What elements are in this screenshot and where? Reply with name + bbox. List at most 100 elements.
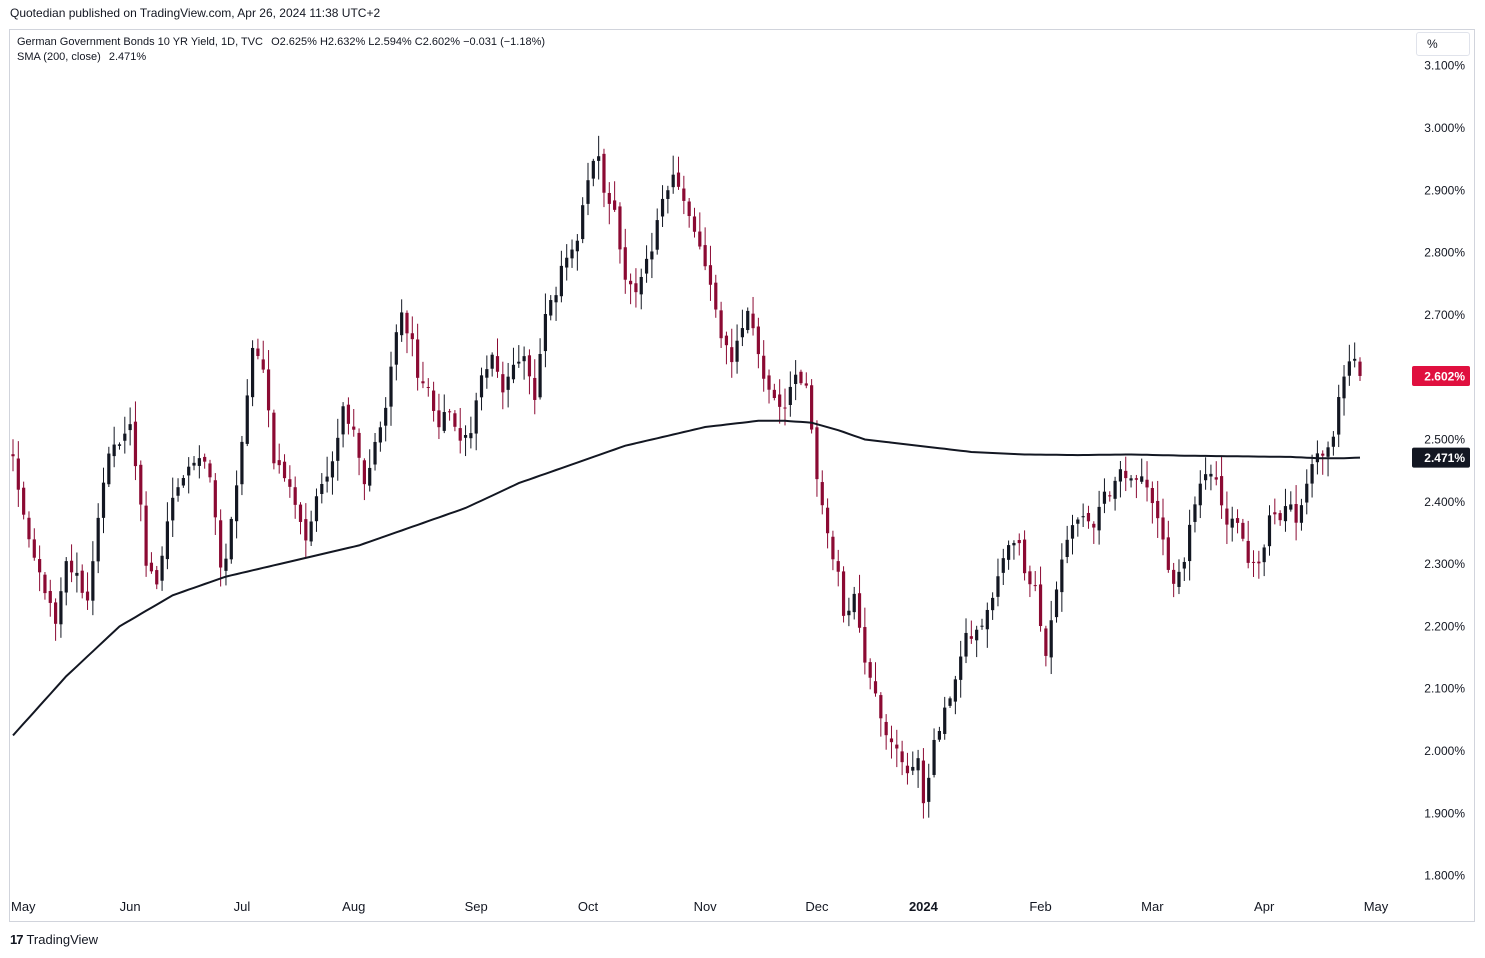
candle-body: [1321, 453, 1325, 456]
candle-body: [948, 698, 952, 706]
x-tick-label: Feb: [1029, 899, 1051, 914]
candle-body: [506, 376, 510, 390]
y-tick-label: 2.500%: [1424, 433, 1465, 447]
candle-body: [101, 482, 106, 518]
candle-body: [1007, 545, 1011, 560]
tradingview-logo[interactable]: 17 TradingView: [10, 932, 98, 947]
candle-body: [863, 627, 867, 663]
candle-body: [432, 390, 436, 411]
candle-body: [916, 758, 920, 771]
candle-body: [746, 310, 750, 331]
candle-body: [1001, 558, 1005, 573]
candle-body: [447, 411, 452, 413]
y-tick-label: 3.000%: [1424, 121, 1465, 135]
candle-body: [687, 201, 691, 217]
candle-body: [1054, 589, 1059, 618]
published-by-text: Quotedian published on TradingView.com, …: [10, 6, 381, 20]
candle-body: [1289, 504, 1293, 510]
candle-body: [463, 435, 468, 438]
candle-body: [229, 518, 233, 560]
y-tick-label: 2.700%: [1424, 308, 1465, 322]
candle-body: [128, 424, 132, 431]
candle-body: [1092, 523, 1096, 528]
candle-body: [996, 576, 1000, 597]
candle-body: [991, 597, 995, 611]
candle-body: [1273, 512, 1277, 515]
candle-body: [266, 369, 271, 411]
candle-body: [1102, 491, 1107, 504]
candle-body: [277, 460, 281, 466]
candle-body: [1060, 559, 1064, 593]
y-tick-label: 1.800%: [1424, 869, 1465, 883]
candle-body: [485, 369, 489, 378]
sma-value-badge-bg: [1412, 447, 1470, 468]
candle-body: [778, 394, 782, 407]
candle-body: [719, 310, 723, 339]
candle-body: [75, 572, 79, 576]
legend-indicator: SMA (200, close): [17, 51, 101, 63]
candle-body: [517, 361, 521, 364]
tradingview-logo-icon: 17: [10, 932, 24, 947]
x-tick-label: Oct: [578, 899, 599, 914]
candle-body: [48, 590, 52, 603]
candle-body: [570, 249, 574, 259]
legend-symbol-row: German Government Bonds 10 YR Yield, 1D,…: [17, 35, 550, 50]
price-badges: 2.602% 2.471%: [1412, 365, 1470, 468]
candle-body: [911, 766, 915, 771]
candle-body: [501, 374, 505, 393]
candle-body: [261, 359, 265, 370]
chart-frame: [9, 29, 1475, 922]
candle-body: [644, 258, 649, 274]
x-tick-label: Sep: [465, 899, 488, 914]
y-tick-label: 2.200%: [1424, 619, 1465, 633]
candle-body: [618, 206, 622, 250]
legend-symbol: German Government Bonds 10 YR Yield, 1D,…: [17, 36, 263, 48]
candle-body: [416, 339, 420, 378]
candle-body: [389, 366, 393, 407]
price-scale-unit-button[interactable]: %: [1416, 32, 1470, 56]
candle-body: [511, 364, 516, 380]
candle-body: [1086, 512, 1091, 522]
candle-body: [1022, 539, 1027, 574]
candle-body: [1012, 542, 1016, 546]
sma-value-badge: 2.471%: [1424, 451, 1465, 465]
candle-body: [107, 453, 111, 485]
candle-body: [341, 406, 345, 435]
candle-body: [1156, 500, 1160, 519]
candle-body: [149, 562, 154, 572]
candle-body: [682, 188, 686, 201]
candle-body: [1076, 519, 1080, 524]
candle-body: [240, 441, 244, 485]
candle-body: [783, 407, 787, 409]
candle-body: [352, 426, 356, 430]
candle-body: [804, 383, 808, 386]
candle-body: [490, 354, 494, 369]
x-tick-label: Jun: [120, 899, 141, 914]
candle-body: [320, 483, 324, 494]
candle-body: [538, 353, 542, 398]
candle-body: [543, 313, 548, 352]
candle-body: [1108, 495, 1112, 497]
candle-body: [272, 412, 276, 464]
candle-body: [1204, 474, 1208, 481]
candle-body: [250, 347, 255, 398]
x-tick-label: Aug: [342, 899, 365, 914]
candle-body: [788, 386, 792, 405]
candles-layer: [11, 135, 1362, 819]
candle-body: [857, 593, 862, 628]
candle-body: [868, 662, 872, 678]
candle-body: [1097, 506, 1101, 531]
candle-body: [384, 407, 388, 426]
candle-body: [288, 479, 292, 487]
candle-body: [730, 347, 734, 363]
candle-body: [1161, 517, 1165, 540]
y-tick-label: 3.100%: [1424, 59, 1465, 73]
candle-body: [208, 463, 212, 478]
candle-body: [1225, 508, 1229, 525]
candle-body: [1129, 478, 1133, 481]
candle-body: [980, 625, 984, 627]
candle-body: [820, 482, 824, 506]
candle-body: [1017, 540, 1021, 544]
candle-body: [453, 413, 457, 427]
